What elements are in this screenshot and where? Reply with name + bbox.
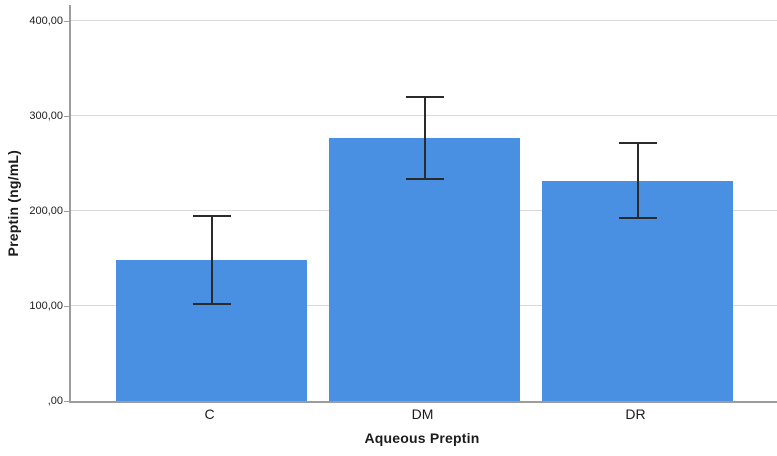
error-bar-stem <box>423 96 426 179</box>
y-axis-title-text: Preptin (ng/mL) <box>5 149 21 257</box>
axis-tick <box>64 305 69 307</box>
error-bar-cap-bottom <box>618 216 657 219</box>
error-bar-cap-top <box>618 141 657 144</box>
gridline <box>71 20 777 21</box>
error-bar-cap-bottom <box>405 177 444 180</box>
y-tick-label: 100,00 <box>29 299 63 312</box>
error-bar-stem <box>636 142 639 218</box>
error-bar-stem <box>210 215 213 305</box>
error-bar-cap-bottom <box>192 303 231 306</box>
x-axis-title: Aqueous Preptin <box>364 430 480 446</box>
bar <box>329 137 520 401</box>
axis-tick <box>64 400 69 402</box>
y-tick-label: 200,00 <box>29 204 63 217</box>
axis-tick <box>64 210 69 212</box>
axis-tick <box>64 115 69 117</box>
error-bar-cap-top <box>405 95 444 98</box>
x-category-label: C <box>204 406 215 422</box>
y-tick-label: 400,00 <box>29 14 63 27</box>
y-tick-label: ,00 <box>47 394 63 407</box>
plot-area <box>64 5 777 403</box>
axis-tick <box>64 20 69 22</box>
y-tick-label: 300,00 <box>29 109 63 122</box>
y-axis-title: Preptin (ng/mL) <box>0 5 26 401</box>
x-category-label: DM <box>411 406 434 422</box>
x-category-label: DR <box>625 406 646 422</box>
error-bar-cap-top <box>192 214 231 217</box>
